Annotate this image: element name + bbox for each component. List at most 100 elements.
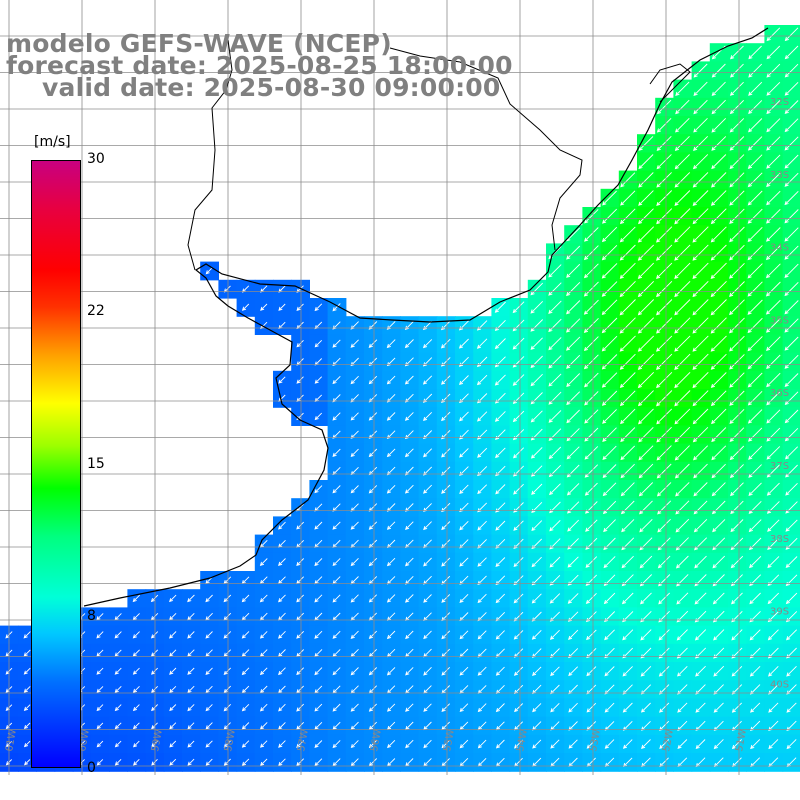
wind-arrow	[386, 667, 396, 676]
wind-arrow	[423, 557, 432, 567]
wind-arrow	[785, 446, 799, 460]
wind-arrow	[477, 484, 488, 495]
wind-arrow	[477, 703, 487, 713]
wind-arrow	[621, 592, 634, 605]
wind-arrow	[404, 339, 414, 349]
wind-arrow	[259, 631, 268, 639]
wind-arrow	[731, 592, 743, 605]
wind-arrow	[96, 740, 104, 748]
colorbar-tick-8: 8	[87, 608, 96, 624]
wind-arrow	[332, 558, 341, 567]
wind-arrow	[749, 629, 761, 641]
wind-arrow	[713, 665, 725, 677]
wind-arrow	[766, 27, 781, 42]
wind-arrow	[495, 520, 506, 531]
wind-arrow	[296, 667, 305, 676]
wind-arrow	[639, 500, 653, 515]
wind-arrow	[710, 372, 727, 388]
wind-arrow	[603, 592, 616, 605]
wind-arrow	[713, 739, 724, 750]
wind-arrow	[223, 667, 232, 675]
wind-arrow	[692, 353, 709, 370]
wind-arrow	[602, 445, 617, 460]
wind-arrow	[638, 463, 654, 479]
wind-arrow	[548, 300, 562, 314]
wind-arrow	[711, 463, 726, 479]
wind-arrow	[512, 410, 525, 423]
wind-arrow	[766, 136, 781, 151]
wind-arrow	[423, 703, 432, 712]
wind-arrow	[169, 631, 177, 639]
wind-arrow	[296, 521, 305, 530]
wind-arrow	[169, 649, 177, 657]
wind-arrow	[729, 281, 745, 297]
wind-arrow	[531, 629, 542, 640]
wind-arrow	[713, 702, 724, 713]
wind-arrow	[368, 557, 378, 567]
longitude-label: 53W	[588, 728, 603, 752]
wind-arrow	[314, 376, 323, 384]
wind-arrow	[765, 299, 781, 315]
wind-arrow	[459, 666, 469, 676]
wind-arrow	[766, 446, 781, 460]
wind-arrow	[459, 557, 469, 567]
wind-arrow	[512, 337, 525, 350]
wind-arrow	[729, 408, 745, 424]
wind-arrow	[405, 521, 414, 530]
wind-arrow	[548, 355, 562, 369]
wind-arrow	[656, 482, 672, 497]
wind-arrow	[748, 81, 763, 96]
wind-arrow	[747, 190, 763, 206]
wind-arrow	[674, 335, 691, 352]
wind-arrow	[459, 448, 469, 458]
wind-arrow	[711, 500, 726, 515]
wind-arrow	[512, 301, 525, 314]
wind-arrow	[441, 484, 451, 494]
wind-arrow	[278, 303, 286, 311]
wind-arrow	[748, 63, 763, 78]
wind-arrow	[495, 666, 505, 676]
wind-arrow	[278, 740, 286, 748]
wind-arrow	[731, 739, 742, 750]
wind-arrow	[766, 172, 781, 188]
wind-arrow	[619, 208, 636, 225]
wind-arrow	[619, 262, 636, 279]
wind-arrow	[405, 630, 414, 640]
wind-arrow	[187, 631, 195, 639]
wind-arrow	[387, 703, 396, 712]
wind-arrow	[296, 558, 305, 566]
wind-arrow	[405, 703, 414, 712]
wind-arrow	[568, 629, 579, 640]
wind-arrow	[531, 593, 542, 604]
wind-arrow	[133, 758, 140, 766]
wind-arrow	[711, 482, 726, 497]
wind-arrow	[513, 557, 524, 568]
wind-arrow	[712, 519, 726, 533]
wind-arrow	[441, 375, 451, 385]
wind-arrow	[747, 136, 763, 151]
wind-arrow	[459, 703, 469, 712]
wind-arrow	[477, 447, 488, 458]
wind-arrow	[692, 154, 709, 170]
wind-arrow	[620, 408, 636, 425]
wind-arrow	[350, 412, 359, 421]
wind-arrow	[674, 426, 691, 443]
wind-arrow	[368, 630, 378, 639]
coastline	[83, 27, 769, 607]
wind-arrow	[386, 521, 396, 530]
wind-arrow	[692, 426, 709, 443]
wind-arrow	[459, 739, 469, 749]
wind-arrow	[114, 631, 122, 639]
wind-arrow	[96, 722, 104, 730]
wind-arrow	[748, 464, 762, 478]
wind-arrow	[278, 667, 286, 676]
wind-arrow	[784, 354, 799, 369]
wind-arrow	[23, 631, 31, 639]
wind-arrow	[332, 630, 341, 639]
wind-arrow	[693, 117, 708, 133]
longitude-label: 52W	[661, 728, 676, 752]
wind-arrow	[713, 629, 725, 641]
wind-arrow	[332, 375, 341, 385]
wind-arrow	[750, 702, 761, 713]
wind-arrow	[441, 630, 451, 640]
